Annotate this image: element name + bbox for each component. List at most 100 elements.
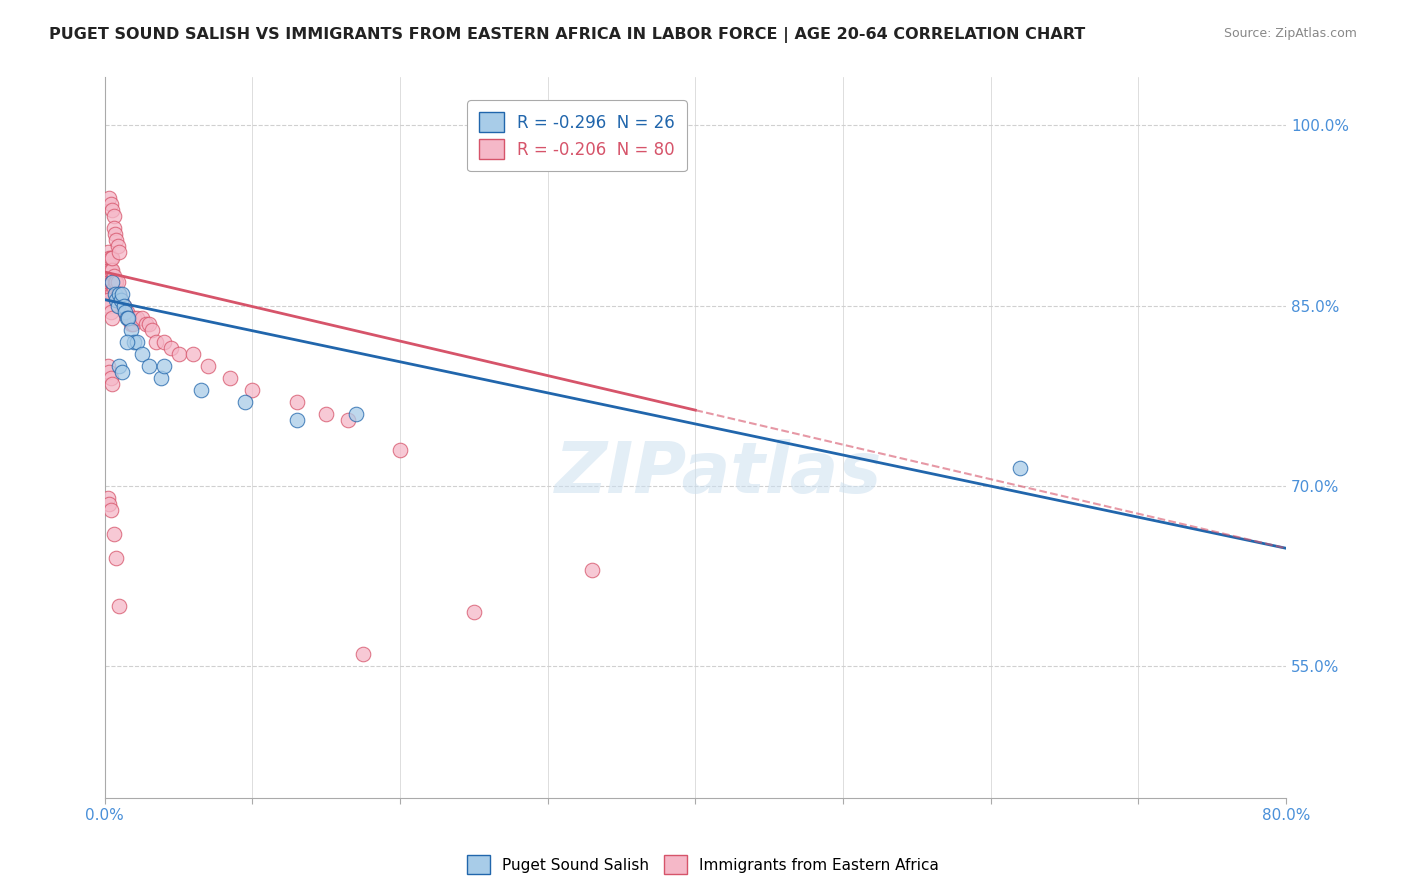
Point [98,286,121,301]
Point [131,310,153,325]
Point [111,365,134,379]
Point [122,310,145,325]
Point [105,293,128,307]
Point [97,280,120,294]
Point [103,526,125,541]
Point [152,334,174,349]
Point [122,334,145,349]
Point [97,293,120,307]
Point [110,293,132,307]
Point [98,365,121,379]
Point [463,605,485,619]
Point [352,647,374,661]
Point [100,196,122,211]
Point [101,286,124,301]
Point [104,286,127,301]
Point [167,347,190,361]
Point [344,407,367,421]
Point [98,275,121,289]
Point [108,359,131,373]
Point [110,293,132,307]
Point [107,286,129,301]
Point [197,359,219,373]
Point [127,334,149,349]
Point [101,275,124,289]
Point [388,442,411,457]
Point [138,317,160,331]
Point [190,383,212,397]
Point [315,407,337,421]
Point [97,268,120,283]
Point [101,376,124,391]
Point [240,383,263,397]
Point [103,268,125,283]
Point [115,310,138,325]
Text: ZIPatlas: ZIPatlas [555,439,883,508]
Point [104,286,127,301]
Point [285,413,308,427]
Point [105,550,128,565]
Point [105,286,128,301]
Point [98,299,121,313]
Point [98,262,121,277]
Point [581,563,603,577]
Point [160,341,183,355]
Point [118,310,141,325]
Point [112,299,135,313]
Point [98,251,121,265]
Point [108,244,131,259]
Point [94,275,117,289]
Point [152,359,174,373]
Point [103,280,125,294]
Point [115,304,138,318]
Text: PUGET SOUND SALISH VS IMMIGRANTS FROM EASTERN AFRICA IN LABOR FORCE | AGE 20-64 : PUGET SOUND SALISH VS IMMIGRANTS FROM EA… [49,27,1085,43]
Point [105,275,128,289]
Point [101,262,124,277]
Point [105,233,128,247]
Point [121,317,143,331]
Point [104,275,127,289]
Point [101,251,124,265]
Point [233,394,256,409]
Point [108,286,131,301]
Point [149,370,172,384]
Point [1010,460,1032,475]
Point [100,262,122,277]
Point [101,202,124,217]
Point [97,359,120,373]
Point [107,275,129,289]
Point [120,323,142,337]
Point [101,275,124,289]
Point [100,275,122,289]
Point [100,286,122,301]
Point [127,310,149,325]
Point [97,257,120,271]
Point [108,286,131,301]
Point [114,304,136,318]
Point [104,227,127,241]
Point [117,310,139,325]
Point [103,209,125,223]
Point [100,503,122,517]
Point [101,310,124,325]
Point [115,334,138,349]
Point [131,347,153,361]
Point [181,347,204,361]
Point [111,286,134,301]
Text: Source: ZipAtlas.com: Source: ZipAtlas.com [1223,27,1357,40]
Point [94,262,117,277]
Point [111,299,134,313]
Point [141,323,163,337]
Point [138,359,160,373]
Point [219,370,242,384]
Legend: Puget Sound Salish, Immigrants from Eastern Africa: Puget Sound Salish, Immigrants from East… [461,849,945,880]
Point [103,220,125,235]
Point [97,244,120,259]
Point [135,317,157,331]
Point [98,497,121,511]
Point [108,599,131,613]
Point [98,190,121,204]
Point [97,491,120,505]
Point [285,394,308,409]
Point [117,310,139,325]
